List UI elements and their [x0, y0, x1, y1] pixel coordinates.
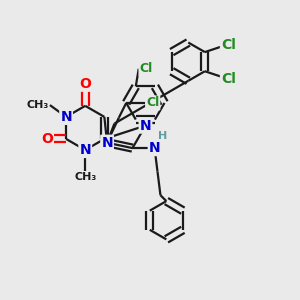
- Text: O: O: [79, 77, 91, 91]
- Text: Cl: Cl: [146, 97, 159, 110]
- Text: N: N: [60, 110, 72, 124]
- Text: N: N: [149, 141, 161, 155]
- Text: N: N: [80, 143, 91, 157]
- Text: Cl: Cl: [140, 62, 153, 75]
- Text: CH₃: CH₃: [74, 172, 96, 182]
- Text: H: H: [158, 131, 167, 141]
- Text: Cl: Cl: [221, 72, 236, 86]
- Text: O: O: [41, 132, 53, 146]
- Text: CH₃: CH₃: [26, 100, 48, 110]
- Text: Cl: Cl: [221, 38, 236, 52]
- Text: N: N: [101, 136, 113, 150]
- Text: N: N: [140, 118, 151, 133]
